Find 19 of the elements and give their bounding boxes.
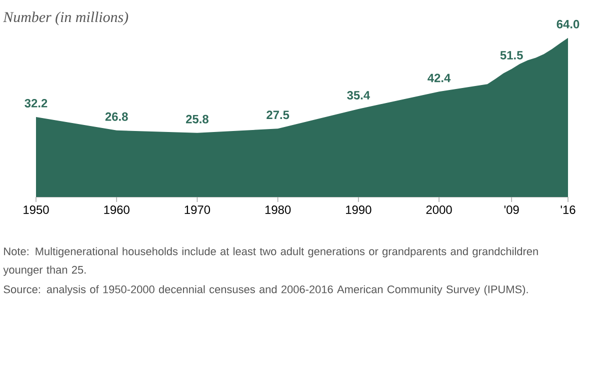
x-tick-label: 1970 bbox=[184, 206, 210, 214]
data-label: 42.4 bbox=[428, 74, 451, 82]
data-label: 51.5 bbox=[500, 51, 523, 60]
data-label: 32.2 bbox=[24, 98, 48, 108]
data-label: 35.4 bbox=[347, 91, 370, 100]
data-label: 27.5 bbox=[266, 110, 290, 120]
x-tick-label: 1960 bbox=[104, 206, 130, 214]
chart-title: Number (in millions) bbox=[3, 12, 128, 26]
x-tick-label: 1990 bbox=[346, 206, 372, 214]
x-tick-label: 1980 bbox=[265, 206, 291, 214]
x-tick-label: '16 bbox=[560, 206, 576, 214]
data-label: 64.0 bbox=[556, 20, 580, 28]
data-label: 25.8 bbox=[186, 114, 208, 124]
x-tick-label: '09 bbox=[504, 206, 519, 214]
x-tick-label: 1950 bbox=[24, 206, 49, 214]
x-tick-label: 2000 bbox=[426, 206, 452, 214]
source-note: Source: analysis of 1950-2000 decennial censuses and 2006-2016 American Community Survey (IPUMS). bbox=[4, 285, 528, 296]
data-label: 26.8 bbox=[105, 112, 128, 121]
text: Note: Multigenerational households include at least two adult generations or grandparents and grandchildren younger than 25. bbox=[3, 247, 538, 276]
